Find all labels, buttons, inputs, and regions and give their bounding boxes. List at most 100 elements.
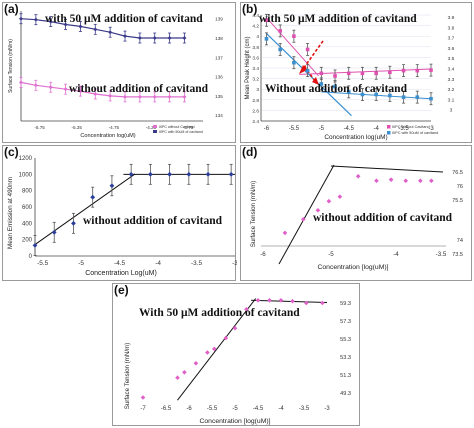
tick-label-c-y: 600 bbox=[22, 205, 33, 211]
tick-label-b-x: -3 bbox=[428, 126, 434, 132]
tick-label-a-right: 137 bbox=[215, 55, 223, 60]
tick-label-d-right: 76 bbox=[457, 184, 463, 190]
point-b-1-11 bbox=[415, 95, 420, 99]
point-a-1-10 bbox=[167, 36, 172, 41]
chart-e-plot: -7 -6.5 -6 -5.5 -5 -4.5 -4 -3.5 -3 59.3 57.3 55.3 53… bbox=[124, 298, 351, 425]
axis-title-a-y: Surface Tension (mN/m) bbox=[8, 39, 14, 93]
point-d-0 bbox=[282, 230, 288, 236]
panel-e: -7 -6.5 -6 -5.5 -5 -4.5 -4 -3.5 -3 59.3 57.3 55.3 53… bbox=[112, 283, 360, 426]
point-b-0-11 bbox=[415, 68, 420, 73]
arrow-b-1 bbox=[302, 40, 324, 70]
point-c-4 bbox=[109, 183, 115, 189]
trendline-b-pink-flat bbox=[299, 68, 432, 75]
arrow-b-1-head bbox=[299, 65, 307, 74]
tick-label-e-right: 49.3 bbox=[340, 391, 351, 397]
point-d-7 bbox=[388, 177, 394, 182]
point-a-0-6 bbox=[108, 93, 113, 98]
tick-label-b-y: 3.8 bbox=[252, 45, 259, 51]
point-c-7 bbox=[167, 171, 173, 177]
tick-label-d-right: 73.5 bbox=[452, 252, 463, 258]
point-a-1-8 bbox=[137, 36, 142, 41]
point-c-0 bbox=[32, 242, 38, 248]
tick-label-a-x: -5.75 bbox=[34, 125, 45, 130]
point-e-9 bbox=[255, 298, 261, 303]
point-b-1-3 bbox=[305, 68, 310, 73]
tick-label-b-right: 3.4 bbox=[448, 67, 455, 73]
arrow-b-2 bbox=[304, 66, 316, 82]
tick-label-b-y: 4.2 bbox=[252, 24, 259, 30]
point-a-1-1 bbox=[33, 17, 38, 22]
point-b-1-6 bbox=[346, 90, 351, 94]
tick-label-b-right: 3.8 bbox=[448, 25, 455, 31]
point-e-4 bbox=[205, 350, 210, 355]
axis-title-a-x: Concentration log(uM) bbox=[80, 133, 135, 139]
tick-label-b-y: 3.6 bbox=[252, 55, 259, 61]
tick-label-c-y: 400 bbox=[22, 221, 33, 227]
tick-label-c-y: 0 bbox=[29, 254, 33, 260]
axis-title-e-x: Concentration [log(uM)] bbox=[199, 418, 270, 425]
annotation-c: without addition of cavitand bbox=[83, 215, 222, 227]
tick-label-b-y: 2.6 bbox=[252, 108, 259, 114]
point-e-11 bbox=[278, 298, 284, 303]
tick-label-a-right: 138 bbox=[215, 36, 223, 41]
point-e-12 bbox=[290, 298, 295, 304]
tick-label-e-x: -6.5 bbox=[161, 406, 172, 412]
tick-label-b-y: 3.4 bbox=[252, 66, 259, 72]
point-b-1-7 bbox=[360, 92, 365, 97]
tick-label-c-x: -3.5 bbox=[191, 260, 202, 267]
trendline-b-pink-steep bbox=[266, 17, 319, 77]
point-d-4 bbox=[337, 194, 343, 199]
tick-label-c-y: 200 bbox=[22, 238, 33, 244]
annotation-e: With 50 μM addition of cavitand bbox=[139, 307, 300, 319]
tick-label-b-x: -5.5 bbox=[289, 126, 300, 132]
panel-d: -6 -5 -4 -3.5 76.5 76 75.5 74 73.5 Concentration … bbox=[240, 145, 472, 281]
trendline-e-rising bbox=[177, 298, 257, 401]
point-a-0-3 bbox=[63, 87, 68, 92]
tick-label-c-y: 800 bbox=[22, 189, 33, 195]
point-a-0-10 bbox=[167, 94, 172, 99]
tick-label-b-right: 3 bbox=[450, 108, 453, 114]
point-c-6 bbox=[147, 171, 153, 177]
tick-label-a-x: -4.75 bbox=[109, 125, 120, 130]
point-a-0-2 bbox=[48, 85, 53, 90]
panel-a: -5.75 -5.25 -4.75 -4.25 -3.75 139 138 137 136 135… bbox=[2, 2, 236, 143]
point-b-0-0 bbox=[264, 18, 269, 23]
trendline-b-blue-steep bbox=[266, 33, 352, 117]
tick-label-e-x: -3.5 bbox=[299, 406, 310, 412]
tick-label-b-y: 3 bbox=[256, 87, 259, 93]
point-b-0-10 bbox=[401, 68, 406, 73]
tick-label-d-x: -5 bbox=[328, 251, 334, 258]
panel-label-d: (d) bbox=[242, 145, 258, 159]
point-e-1 bbox=[175, 375, 180, 380]
tick-label-d-right: 75.5 bbox=[452, 198, 463, 204]
point-a-1-11 bbox=[182, 36, 187, 41]
annotation-a-bottom: without addition of cavitand bbox=[69, 83, 208, 95]
panel-b: -6 -5.5 -5 -4.5 -4 -3.5 -3 4.4 4.2 4 3.8 3.6 3.4 3.2 3… bbox=[240, 2, 472, 143]
tick-label-b-right: 3.6 bbox=[448, 46, 455, 52]
annotation-d: without addition of cavitand bbox=[313, 212, 452, 224]
point-a-1-4 bbox=[78, 24, 83, 29]
tick-label-e-right: 51.3 bbox=[340, 373, 351, 379]
point-c-2 bbox=[71, 220, 76, 226]
point-a-1-6 bbox=[108, 30, 113, 35]
tick-label-d-right: 76.5 bbox=[452, 170, 463, 176]
point-b-1-10 bbox=[401, 95, 406, 99]
tick-label-e-x: -4.5 bbox=[253, 406, 264, 412]
point-c-1 bbox=[51, 229, 57, 235]
annotation-a-top: with 50 μM addition of cavitand bbox=[45, 13, 203, 25]
point-b-1-1 bbox=[278, 47, 282, 52]
tick-label-e-x: -6 bbox=[186, 406, 192, 412]
chart-b-plot: -6 -5.5 -5 -4.5 -4 -3.5 -3 4.4 4.2 4 3.8 3.6 3.4 3.2 3… bbox=[245, 13, 455, 141]
tick-label-a-right: 136 bbox=[215, 75, 223, 80]
tick-label-c-y: 1000 bbox=[19, 172, 33, 178]
axis-title-e-y: Surface Tension (mN/m) bbox=[124, 343, 131, 410]
legend-a-label-1: IIIPC with 50uM of cavitand bbox=[159, 130, 203, 134]
tick-label-d-right: 74 bbox=[457, 238, 463, 244]
tick-label-a-right: 135 bbox=[215, 94, 223, 99]
point-d-8 bbox=[403, 178, 409, 184]
tick-label-e-right: 55.3 bbox=[340, 337, 351, 343]
panel-c: -5.5 -5 -4.5 -4 -3.5 -3 1200 1000 800 600 400 200 0 C… bbox=[2, 145, 237, 281]
point-b-1-5 bbox=[333, 84, 337, 89]
tick-label-a-right: 134 bbox=[215, 113, 223, 118]
